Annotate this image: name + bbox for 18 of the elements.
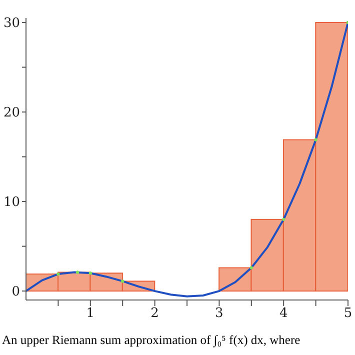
- point: [88, 272, 92, 275]
- y-tick-label: 0: [12, 284, 20, 300]
- text: An upper Riemann sum approximation of ∫₀⁵ f(x) dx, where: [2, 333, 300, 348]
- x-tick-label: 5: [344, 306, 352, 322]
- point: [250, 266, 253, 270]
- y-tick-label: 10: [3, 195, 20, 210]
- x-tick-label: 2: [150, 306, 159, 322]
- point: [76, 270, 80, 274]
- y-tick-label: 30: [3, 16, 20, 32]
- x-tick-label: 4: [279, 306, 288, 322]
- y-tick-label: 20: [3, 106, 20, 121]
- point: [56, 272, 60, 276]
- x-tick-label: 1: [86, 306, 95, 322]
- line-series: [26, 21, 348, 298]
- point: [121, 280, 124, 283]
- point: [314, 138, 318, 142]
- point: [282, 218, 286, 222]
- x-tick-label: 3: [215, 306, 224, 322]
